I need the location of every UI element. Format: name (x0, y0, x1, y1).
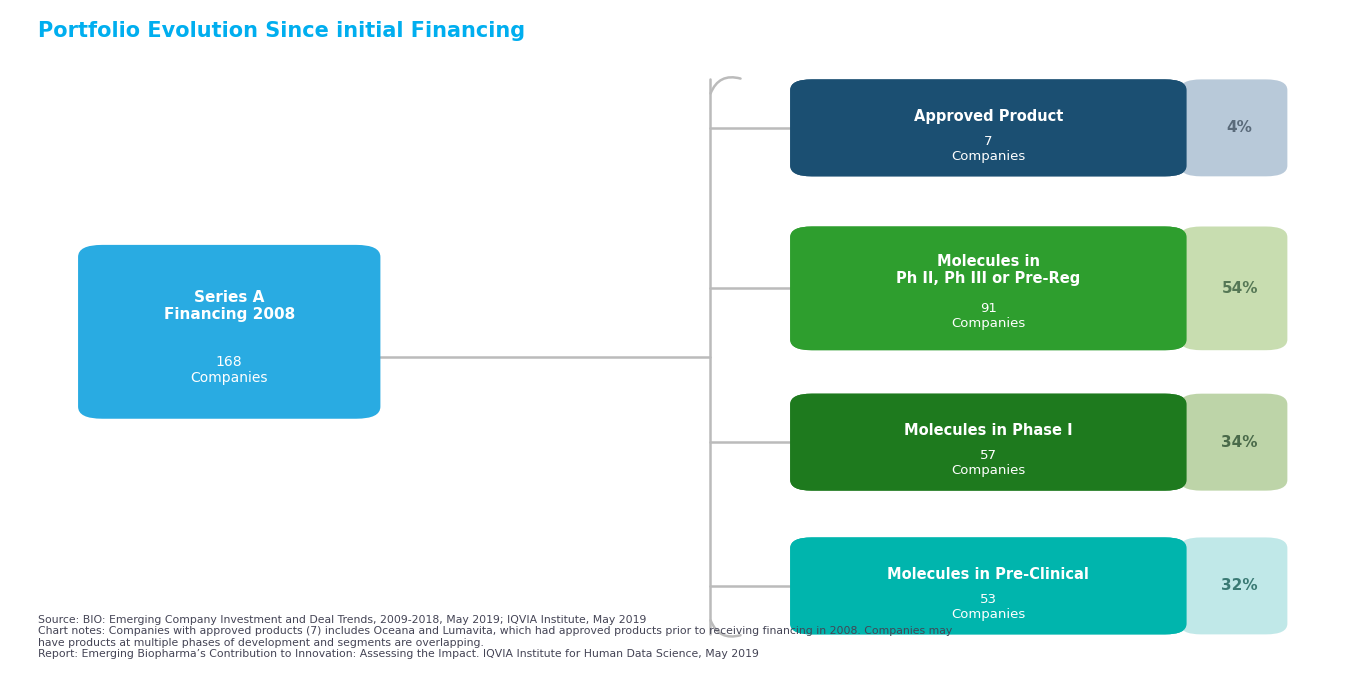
Text: Approved Product: Approved Product (914, 109, 1063, 124)
Text: 4%: 4% (1226, 121, 1252, 135)
Text: 34%: 34% (1221, 435, 1257, 450)
Text: 168
Companies: 168 Companies (191, 355, 268, 385)
FancyBboxPatch shape (1180, 227, 1287, 350)
Text: Molecules in
Ph II, Ph III or Pre-Reg: Molecules in Ph II, Ph III or Pre-Reg (896, 254, 1080, 286)
Text: Series A
Financing 2008: Series A Financing 2008 (164, 290, 295, 322)
FancyBboxPatch shape (790, 538, 1187, 634)
FancyBboxPatch shape (790, 227, 1187, 350)
Text: Source: BIO: Emerging Company Investment and Deal Trends, 2009-2018, May 2019; I: Source: BIO: Emerging Company Investment… (38, 615, 952, 659)
Text: Molecules in Pre-Clinical: Molecules in Pre-Clinical (887, 567, 1090, 582)
FancyBboxPatch shape (790, 538, 1187, 634)
Text: 7
Companies: 7 Companies (952, 135, 1026, 163)
Text: 57
Companies: 57 Companies (952, 450, 1026, 477)
FancyBboxPatch shape (790, 393, 1187, 491)
Text: 53
Companies: 53 Companies (952, 593, 1026, 621)
Text: 32%: 32% (1221, 578, 1257, 594)
Text: 54%: 54% (1221, 281, 1257, 296)
FancyBboxPatch shape (790, 393, 1187, 491)
FancyBboxPatch shape (790, 227, 1187, 350)
Text: Portfolio Evolution Since initial Financing: Portfolio Evolution Since initial Financ… (38, 21, 525, 41)
FancyBboxPatch shape (1180, 393, 1287, 491)
FancyBboxPatch shape (78, 245, 380, 419)
FancyBboxPatch shape (790, 79, 1187, 176)
FancyBboxPatch shape (1180, 538, 1287, 634)
FancyBboxPatch shape (1180, 79, 1287, 176)
Text: Molecules in Phase I: Molecules in Phase I (904, 423, 1072, 438)
Text: 91
Companies: 91 Companies (952, 301, 1026, 330)
FancyBboxPatch shape (790, 79, 1187, 176)
